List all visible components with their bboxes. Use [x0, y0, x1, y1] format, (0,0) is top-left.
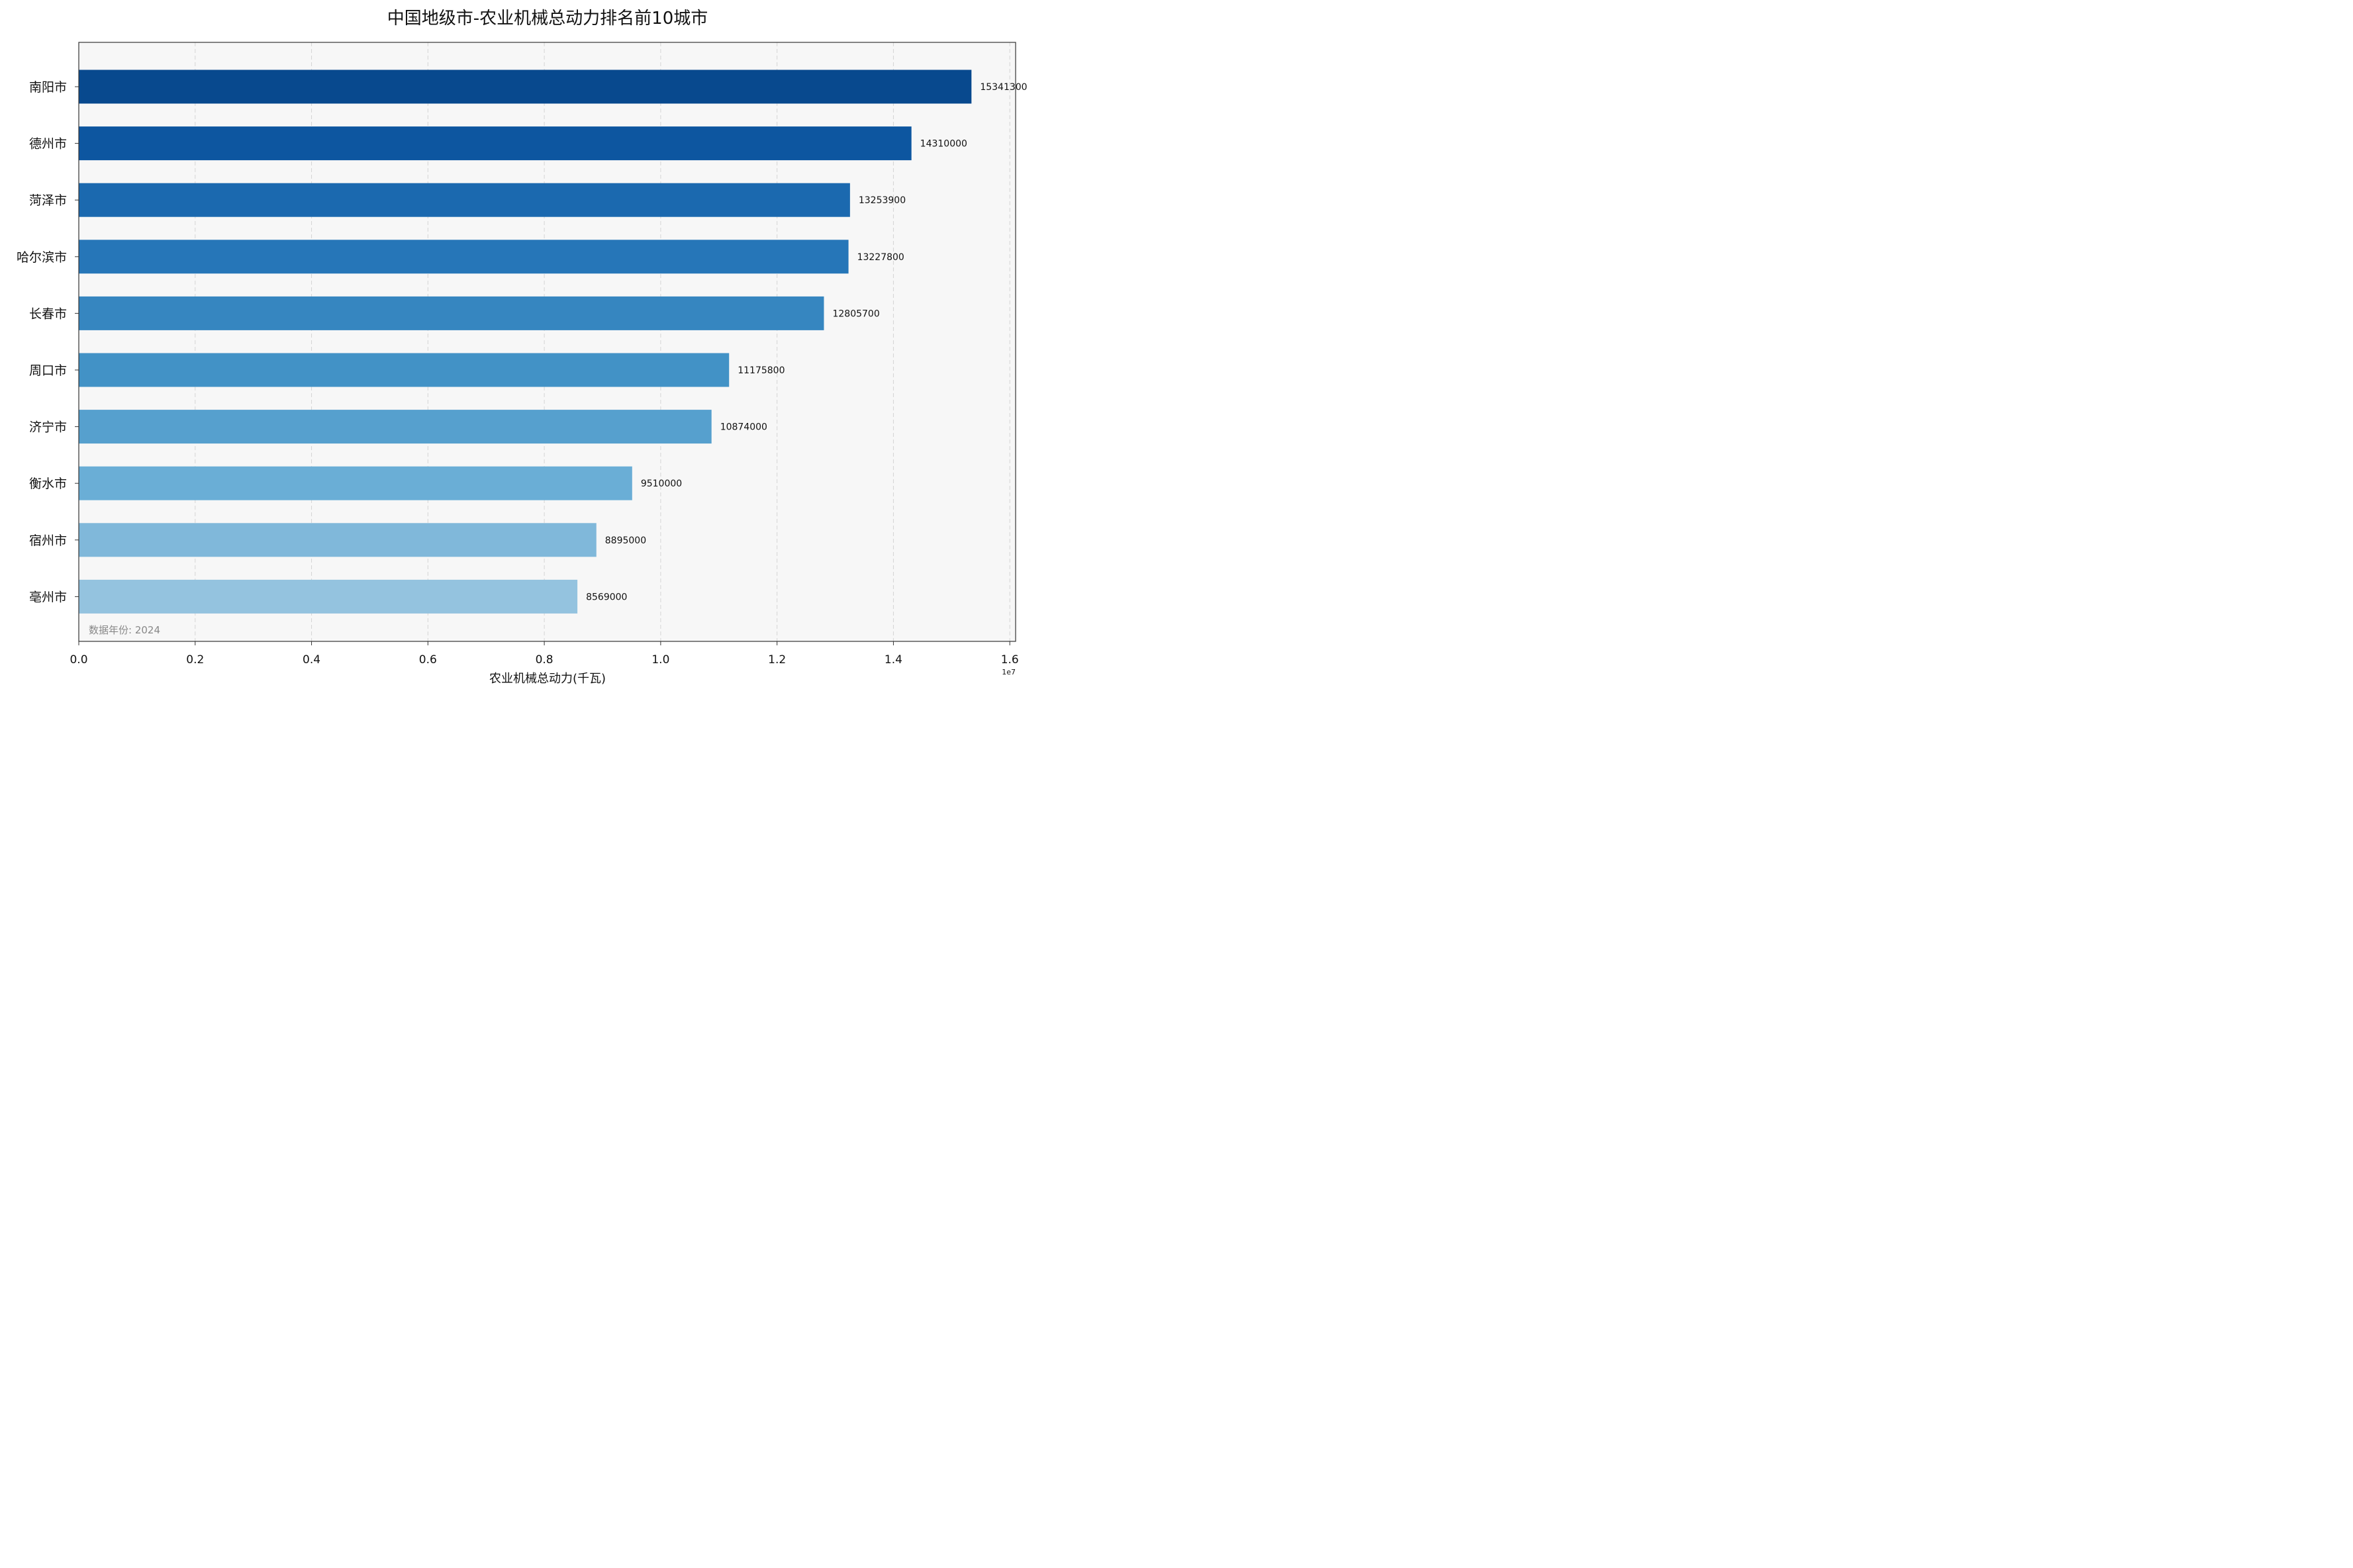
bar-value-label: 13253900 — [859, 195, 906, 206]
bar-value-label: 15341300 — [980, 82, 1027, 93]
y-tick-label: 南阳市 — [29, 80, 67, 95]
bar — [79, 183, 850, 217]
bar-value-label: 9510000 — [641, 479, 682, 489]
x-tick-label: 1.0 — [651, 653, 669, 667]
x-tick-label: 0.4 — [303, 653, 320, 667]
bar-value-label: 10874000 — [720, 422, 767, 433]
bar — [79, 579, 578, 614]
x-tick-label: 1.4 — [885, 653, 902, 667]
bar-value-label: 13227800 — [857, 252, 904, 263]
y-tick-label: 周口市 — [29, 363, 67, 378]
bar — [79, 523, 597, 557]
y-tick-label: 菏泽市 — [29, 193, 67, 208]
x-axis-offset-text: 1e7 — [1002, 668, 1016, 676]
bar-value-label: 14310000 — [920, 139, 967, 150]
bar-value-label: 11175800 — [738, 365, 785, 376]
y-tick-label: 济宁市 — [29, 420, 67, 435]
x-axis-label: 农业机械总动力(千瓦) — [489, 672, 606, 686]
bar — [79, 296, 824, 330]
y-tick-label: 长春市 — [29, 306, 67, 321]
x-tick-label: 1.6 — [1001, 653, 1019, 667]
y-tick-label: 亳州市 — [29, 590, 67, 604]
bar-value-label: 12805700 — [832, 308, 879, 319]
bar — [79, 240, 849, 274]
x-tick-label: 0.8 — [536, 653, 553, 667]
y-tick-label: 哈尔滨市 — [17, 250, 67, 265]
bar — [79, 353, 730, 387]
bar — [79, 69, 972, 104]
y-tick-label: 德州市 — [29, 137, 67, 152]
chart-figure: 15341300 14310000 13253900 13227800 12805700… — [0, 0, 1029, 688]
x-tick-label: 0.2 — [186, 653, 204, 667]
x-tick-label: 0.0 — [70, 653, 87, 667]
y-tick-label: 衡水市 — [29, 477, 67, 491]
x-axis-ticks: 0.0 0.2 0.4 0.6 0.8 1.0 1.2 1.4 1.6 — [70, 641, 1019, 667]
bar-chart: 15341300 14310000 13253900 13227800 12805700… — [17, 9, 1028, 686]
bar — [79, 410, 712, 444]
bar — [79, 126, 912, 161]
bars — [79, 69, 972, 614]
bar-value-label: 8895000 — [605, 535, 646, 546]
x-tick-label: 0.6 — [419, 653, 437, 667]
data-year-note: 数据年份: 2024 — [89, 624, 160, 636]
x-tick-label: 1.2 — [768, 653, 786, 667]
value-labels: 15341300 14310000 13253900 13227800 12805700… — [586, 82, 1027, 602]
chart-title: 中国地级市-农业机械总动力排名前10城市 — [387, 9, 708, 28]
bar — [79, 466, 632, 500]
bar-value-label: 8569000 — [586, 592, 627, 602]
y-tick-label: 宿州市 — [29, 533, 67, 548]
plot-frame — [78, 42, 1016, 642]
